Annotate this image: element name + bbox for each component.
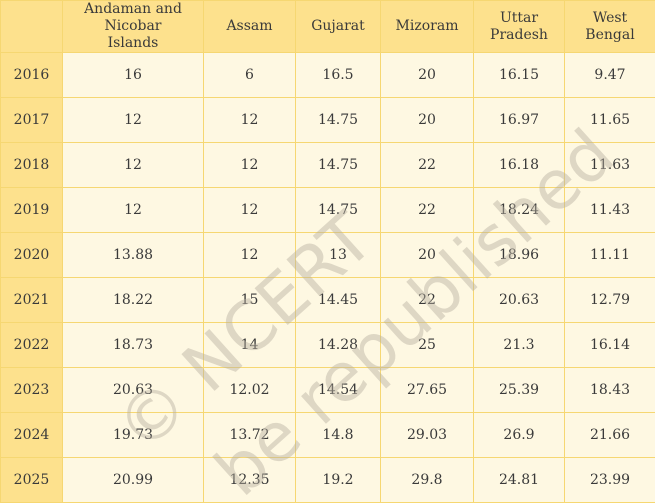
value-cell: 25 <box>380 322 474 368</box>
table-body: 2016 16 6 16.5 20 16.15 9.47 2017 12 12 14.75 20 16.… <box>0 52 655 503</box>
year-cell: 2023 <box>0 367 63 413</box>
value-cell: 11.11 <box>564 232 655 278</box>
value-cell: 29.8 <box>380 457 474 503</box>
header-cell: Andaman and Nicobar Islands <box>62 0 204 53</box>
value-cell: 26.9 <box>473 412 565 458</box>
value-cell: 20 <box>380 52 474 98</box>
value-cell: 12.02 <box>203 367 296 413</box>
value-cell: 14 <box>203 322 296 368</box>
value-cell: 20.63 <box>473 277 565 323</box>
header-cell <box>0 0 63 53</box>
year-cell: 2016 <box>0 52 63 98</box>
value-cell: 16.97 <box>473 97 565 143</box>
value-cell: 18.96 <box>473 232 565 278</box>
table-row: 2021 18.22 15 14.45 22 20.63 12.79 <box>0 277 655 323</box>
table-row: 2025 20.99 12.35 19.2 29.8 24.81 23.99 <box>0 457 655 503</box>
value-cell: 11.65 <box>564 97 655 143</box>
value-cell: 12 <box>62 142 204 188</box>
value-cell: 22 <box>380 142 474 188</box>
year-cell: 2022 <box>0 322 63 368</box>
value-cell: 12 <box>62 97 204 143</box>
value-cell: 18.22 <box>62 277 204 323</box>
value-cell: 12.79 <box>564 277 655 323</box>
header-cell: Gujarat <box>295 0 381 53</box>
year-cell: 2024 <box>0 412 63 458</box>
value-cell: 12 <box>62 187 204 233</box>
header-cell: Assam <box>203 0 296 53</box>
table-row: 2018 12 12 14.75 22 16.18 11.63 <box>0 142 655 188</box>
value-cell: 16.18 <box>473 142 565 188</box>
table-row: 2023 20.63 12.02 14.54 27.65 25.39 18.43 <box>0 367 655 413</box>
value-cell: 14.75 <box>295 187 381 233</box>
value-cell: 18.24 <box>473 187 565 233</box>
value-cell: 11.43 <box>564 187 655 233</box>
value-cell: 16.14 <box>564 322 655 368</box>
value-cell: 12.35 <box>203 457 296 503</box>
table-row: 2022 18.73 14 14.28 25 21.3 16.14 <box>0 322 655 368</box>
table-row: 2020 13.88 12 13 20 18.96 11.11 <box>0 232 655 278</box>
value-cell: 27.65 <box>380 367 474 413</box>
year-cell: 2017 <box>0 97 63 143</box>
table-row: 2019 12 12 14.75 22 18.24 11.43 <box>0 187 655 233</box>
value-cell: 19.2 <box>295 457 381 503</box>
value-cell: 12 <box>203 97 296 143</box>
value-cell: 20 <box>380 97 474 143</box>
header-cell: West Bengal <box>564 0 655 53</box>
value-cell: 6 <box>203 52 296 98</box>
value-cell: 14.45 <box>295 277 381 323</box>
header-cell: Uttar Pradesh <box>473 0 565 53</box>
value-cell: 23.99 <box>564 457 655 503</box>
value-cell: 29.03 <box>380 412 474 458</box>
value-cell: 16 <box>62 52 204 98</box>
value-cell: 20 <box>380 232 474 278</box>
value-cell: 21.66 <box>564 412 655 458</box>
value-cell: 18.73 <box>62 322 204 368</box>
value-cell: 14.75 <box>295 142 381 188</box>
table-row: 2017 12 12 14.75 20 16.97 11.65 <box>0 97 655 143</box>
header-cell: Mizoram <box>380 0 474 53</box>
value-cell: 22 <box>380 187 474 233</box>
value-cell: 14.75 <box>295 97 381 143</box>
value-cell: 13 <box>295 232 381 278</box>
value-cell: 16.5 <box>295 52 381 98</box>
value-cell: 25.39 <box>473 367 565 413</box>
year-cell: 2025 <box>0 457 63 503</box>
header-row: Andaman and Nicobar Islands Assam Gujarat M… <box>0 0 655 53</box>
year-cell: 2020 <box>0 232 63 278</box>
value-cell: 21.3 <box>473 322 565 368</box>
value-cell: 13.72 <box>203 412 296 458</box>
value-cell: 20.63 <box>62 367 204 413</box>
table-row: 2024 19.73 13.72 14.8 29.03 26.9 21.66 <box>0 412 655 458</box>
value-cell: 14.54 <box>295 367 381 413</box>
value-cell: 22 <box>380 277 474 323</box>
value-cell: 13.88 <box>62 232 204 278</box>
table-row: 2016 16 6 16.5 20 16.15 9.47 <box>0 52 655 98</box>
value-cell: 14.28 <box>295 322 381 368</box>
value-cell: 24.81 <box>473 457 565 503</box>
value-cell: 16.15 <box>473 52 565 98</box>
year-cell: 2018 <box>0 142 63 188</box>
value-cell: 20.99 <box>62 457 204 503</box>
value-cell: 18.43 <box>564 367 655 413</box>
value-cell: 14.8 <box>295 412 381 458</box>
value-cell: 11.63 <box>564 142 655 188</box>
value-cell: 19.73 <box>62 412 204 458</box>
year-cell: 2019 <box>0 187 63 233</box>
year-cell: 2021 <box>0 277 63 323</box>
table-header: Andaman and Nicobar Islands Assam Gujarat M… <box>0 0 655 53</box>
value-cell: 12 <box>203 232 296 278</box>
value-cell: 12 <box>203 187 296 233</box>
value-cell: 15 <box>203 277 296 323</box>
value-cell: 12 <box>203 142 296 188</box>
value-cell: 9.47 <box>564 52 655 98</box>
